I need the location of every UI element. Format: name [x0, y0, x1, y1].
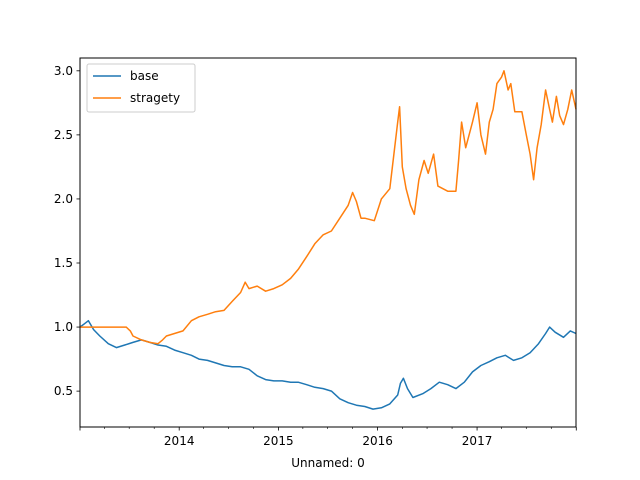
- series-group: [79, 70, 577, 410]
- x-tick-label: 2017: [462, 434, 493, 448]
- y-tick-label: 1.5: [54, 256, 73, 270]
- x-tick-label: 2016: [362, 434, 393, 448]
- x-tick-label: 2014: [164, 434, 195, 448]
- legend: base stragety: [86, 63, 196, 113]
- y-tick-label: 3.0: [54, 64, 73, 78]
- y-tick-label: 2.0: [54, 192, 73, 206]
- legend-label-stragety: stragety: [130, 91, 180, 105]
- x-axis-label: Unnamed: 0: [291, 456, 365, 470]
- y-axis: 0.5 1.0 1.5 2.0 2.5 3.0: [54, 64, 80, 398]
- y-tick-label: 2.5: [54, 128, 73, 142]
- y-tick-label: 1.0: [54, 320, 73, 334]
- series-line-base: [79, 319, 577, 410]
- x-tick-label: 2015: [263, 434, 294, 448]
- y-tick-label: 0.5: [54, 384, 73, 398]
- x-axis: 2014 2015 2016 2017: [79, 427, 577, 448]
- plot-frame: [79, 57, 577, 428]
- plot-area: [80, 58, 576, 427]
- series-line-stragety: [80, 70, 577, 345]
- legend-label-base: base: [130, 69, 159, 83]
